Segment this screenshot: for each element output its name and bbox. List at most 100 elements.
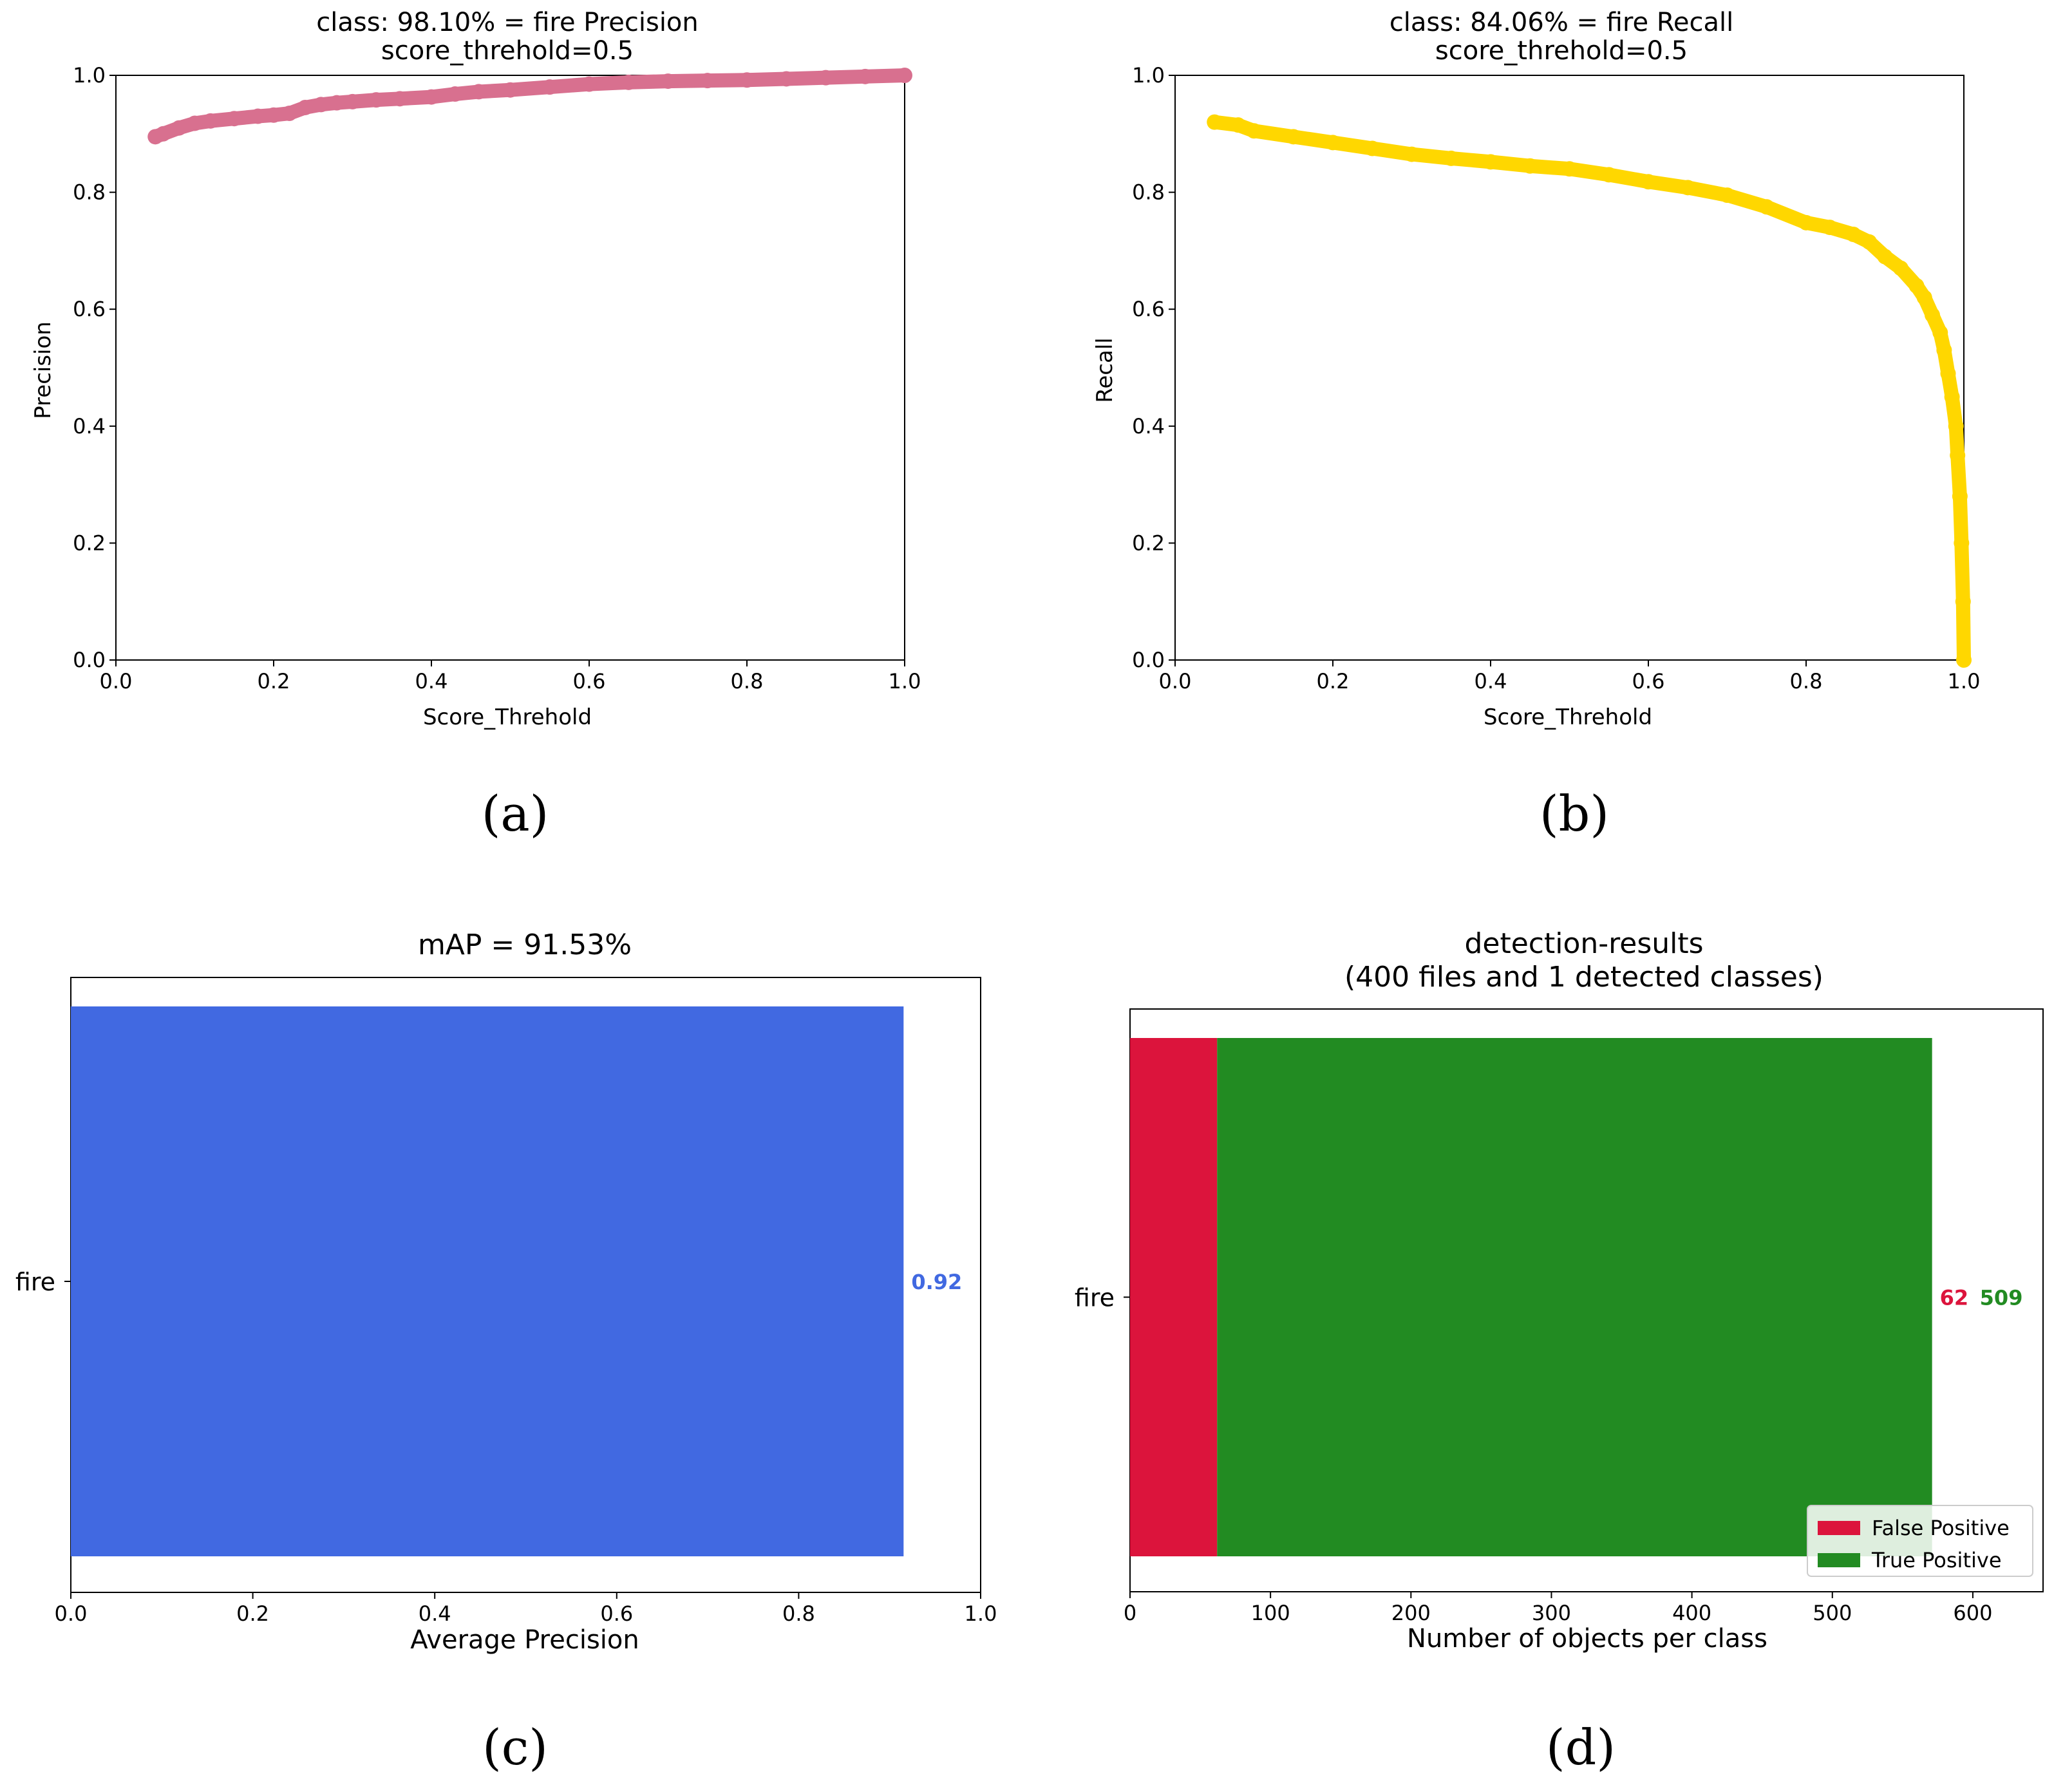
data-point <box>226 111 242 127</box>
data-point <box>1285 129 1301 145</box>
data-point <box>1641 174 1656 190</box>
data-point <box>1908 278 1925 294</box>
y-tick-label: 0.2 <box>1132 531 1165 555</box>
y-tick-label: 0.2 <box>73 531 106 555</box>
x-tick-label: 1.0 <box>889 669 921 693</box>
data-point <box>1954 535 1970 551</box>
data-point <box>155 126 171 142</box>
data-point <box>329 95 344 111</box>
data-point <box>1936 342 1952 358</box>
x-tick-label: 0.2 <box>236 1601 269 1626</box>
x-tick-label: 1.0 <box>1948 669 1981 693</box>
data-point <box>1680 180 1696 196</box>
data-point <box>818 70 834 86</box>
data-point <box>344 93 361 109</box>
chart-d-title: detection-results <box>1464 927 1703 960</box>
value-label-false-positive: 62 <box>1940 1286 1969 1310</box>
data-point <box>368 92 384 108</box>
y-tick-label: 0.4 <box>1132 414 1165 439</box>
data-point <box>1950 448 1966 464</box>
y-tick-label: 0.8 <box>1132 180 1165 205</box>
data-point <box>1845 226 1861 242</box>
chart-a-subtitle: score_threhold=0.5 <box>381 36 634 66</box>
chart-a-ylabel: Precision <box>30 321 56 419</box>
chart-b-ylabel: Recall <box>1092 337 1118 402</box>
data-point <box>424 89 439 105</box>
data-point <box>1404 146 1420 162</box>
chart-c-xlabel: Average Precision <box>410 1625 639 1655</box>
x-tick-label: 500 <box>1813 1601 1852 1625</box>
data-point <box>1246 123 1262 139</box>
data-point <box>266 107 281 123</box>
data-point <box>621 74 637 90</box>
chart-d-plot: 62 509 fire 0 100 200 300 400 500 600 False Positi… <box>1075 1008 2044 1625</box>
chart-b-xlabel: Score_Threhold <box>1484 704 1652 730</box>
x-tick-label: 0.6 <box>1632 669 1665 693</box>
value-label: 0.92 <box>911 1270 962 1294</box>
chart-c-sublabel: (c) <box>482 1719 548 1776</box>
data-point <box>1925 307 1940 323</box>
data-point <box>1798 214 1814 231</box>
data-point <box>281 106 297 122</box>
data-point <box>1325 135 1341 151</box>
data-point <box>1955 594 1971 610</box>
x-tick-label: 300 <box>1532 1601 1571 1625</box>
chart-a-xlabel: Score_Threhold <box>423 704 592 730</box>
legend-box <box>1807 1505 2033 1577</box>
chart-a-frame <box>115 75 905 661</box>
bar-true-positive <box>1217 1038 1932 1556</box>
data-point <box>1364 140 1380 156</box>
x-tick-label: 0.0 <box>55 1601 88 1626</box>
chart-b-recall: class: 84.06% = fire Recall score_threho… <box>1092 8 1980 842</box>
chart-a-precision: class: 98.10% = fire Precision score_thr… <box>30 8 921 842</box>
data-point <box>313 97 329 113</box>
data-point <box>1893 260 1908 276</box>
data-point <box>1861 234 1877 250</box>
x-tick-label: 0.4 <box>419 1601 451 1626</box>
legend-swatch <box>1818 1521 1860 1535</box>
data-point <box>297 99 313 115</box>
data-point <box>1758 199 1775 215</box>
x-tick-label: 0.4 <box>415 669 448 693</box>
data-point <box>581 76 597 92</box>
legend-label: True Positive <box>1871 1548 2002 1572</box>
data-point <box>471 84 487 100</box>
legend-swatch <box>1818 1553 1860 1567</box>
data-point <box>1877 249 1893 265</box>
chart-c-title: mAP = 91.53% <box>418 929 632 961</box>
data-point <box>1719 187 1735 203</box>
chart-c-plot: fire 0.92 0.0 0.2 0.4 0.6 0.8 1.0 <box>15 977 997 1626</box>
bar-false-positive <box>1130 1038 1218 1556</box>
chart-b-plot: 0.0 0.2 0.4 0.6 0.8 1.0 0.0 0.2 0.4 0.6 0.8 1.0 <box>1132 63 1980 693</box>
y-tick-label: 1.0 <box>73 63 106 88</box>
data-point <box>542 79 558 95</box>
series-band <box>1207 115 1971 667</box>
x-tick-label: 0.2 <box>1317 669 1350 693</box>
data-point <box>857 68 873 84</box>
category-label: fire <box>1075 1284 1115 1312</box>
bar-fire <box>71 1006 904 1556</box>
data-point <box>1948 418 1964 434</box>
data-point <box>1952 488 1968 504</box>
series-band <box>148 68 912 144</box>
x-tick-label: 0.6 <box>600 1601 633 1626</box>
data-point <box>699 73 715 89</box>
data-point <box>447 86 463 102</box>
chart-d-xlabel: Number of objects per class <box>1407 1624 1767 1654</box>
chart-b-sublabel: (b) <box>1540 785 1609 842</box>
data-point <box>1932 325 1948 341</box>
data-point <box>1483 154 1498 170</box>
x-tick-label: 0.0 <box>1159 669 1192 693</box>
x-tick-label: 400 <box>1672 1601 1711 1625</box>
y-tick-label: 0.6 <box>1132 297 1165 321</box>
chart-a-sublabel: (a) <box>482 785 549 842</box>
chart-a-plot: 0.0 0.2 0.4 0.6 0.8 1.0 0.0 0.2 0.4 0.6 0.8 1.0 <box>73 63 921 693</box>
y-tick-label: 0.4 <box>73 414 106 439</box>
legend: False Positive True Positive <box>1807 1505 2033 1577</box>
chart-c-map: mAP = 91.53% fire 0.920.0 0.2 0.4 0.6 0.8 1.0 … <box>15 929 997 1776</box>
data-point <box>660 73 676 90</box>
data-point <box>1207 114 1223 130</box>
category-label: fire <box>15 1268 55 1296</box>
x-tick-label: 1.0 <box>965 1601 997 1626</box>
y-tick-label: 0.8 <box>73 180 106 205</box>
